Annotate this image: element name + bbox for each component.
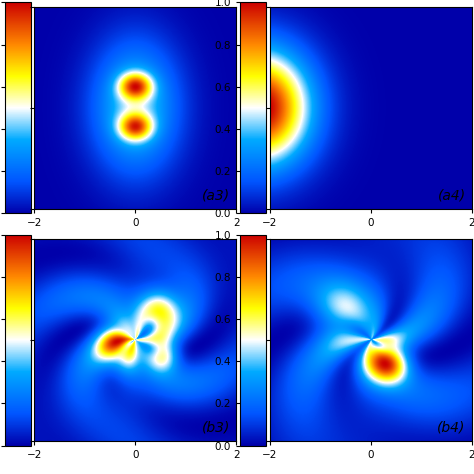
Text: (b3): (b3)	[202, 421, 230, 435]
Text: (a3): (a3)	[202, 189, 230, 203]
Text: (b4): (b4)	[437, 421, 465, 435]
Text: (a4): (a4)	[438, 189, 465, 203]
